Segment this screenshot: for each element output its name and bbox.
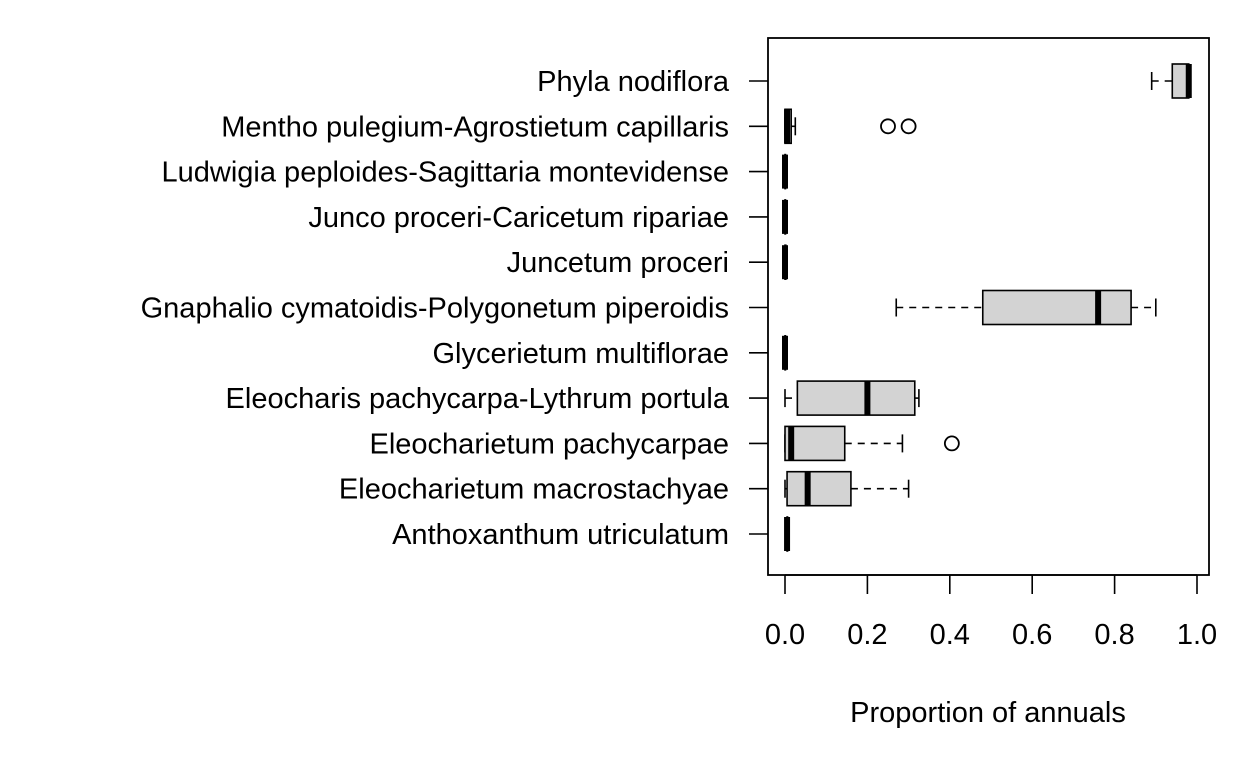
boxplot-group [784,425,960,462]
outlier-point [943,435,960,452]
x-tick-label: 0.0 [765,619,805,651]
boxplot-group [784,108,917,145]
x-axis: 0.0 0.2 0.4 0.6 0.8 1.0 [765,574,1217,651]
x-tick-label: 0.2 [847,619,887,651]
x-tick-label: 0.4 [930,619,970,651]
box-iqr [784,425,846,462]
x-tick-label: 0.8 [1094,619,1134,651]
box-iqr [786,470,852,507]
box-iqr [981,289,1132,326]
boxplot-group [782,153,788,190]
category-label: Eleocharietum pachycarpae [370,428,729,460]
x-axis-title: Proportion of annuals [850,697,1126,729]
boxplot-group [782,244,788,280]
outlier-point [900,118,917,135]
category-label: Eleocharis pachycarpa-Lythrum portula [226,383,730,415]
category-label: Anthoxanthum utriculatum [392,519,729,551]
boxplot-group [782,334,788,371]
boxplot-group [784,380,920,416]
category-label: Phyla nodiflora [537,66,730,98]
category-label: Mentho pulegium-Agrostietum capillaris [221,111,729,143]
x-tick-label: 0.6 [1012,619,1052,651]
boxplot-group [784,516,791,552]
category-label: Eleocharietum macrostachyae [339,474,729,506]
boxplot-group [784,470,910,507]
outlier-point [880,118,896,135]
category-label: Juncetum proceri [507,247,729,279]
boxes-layer [782,63,1192,552]
boxplot-group [895,289,1157,326]
x-tick-label: 1.0 [1177,619,1217,651]
box-iqr [796,380,916,416]
boxplot-group [782,199,788,235]
category-label: Gnaphalio cymatoidis-Polygonetum piperoi… [141,293,729,325]
y-axis: Phyla nodiflora Mentho pulegium-Agrostiet… [141,66,768,551]
category-label: Glycerietum multiflorae [432,338,729,370]
category-label: Ludwigia peploides-Sagittaria monteviden… [162,157,729,189]
boxplot-group [1150,63,1192,99]
category-label: Junco proceri-Caricetum ripariae [308,202,729,234]
